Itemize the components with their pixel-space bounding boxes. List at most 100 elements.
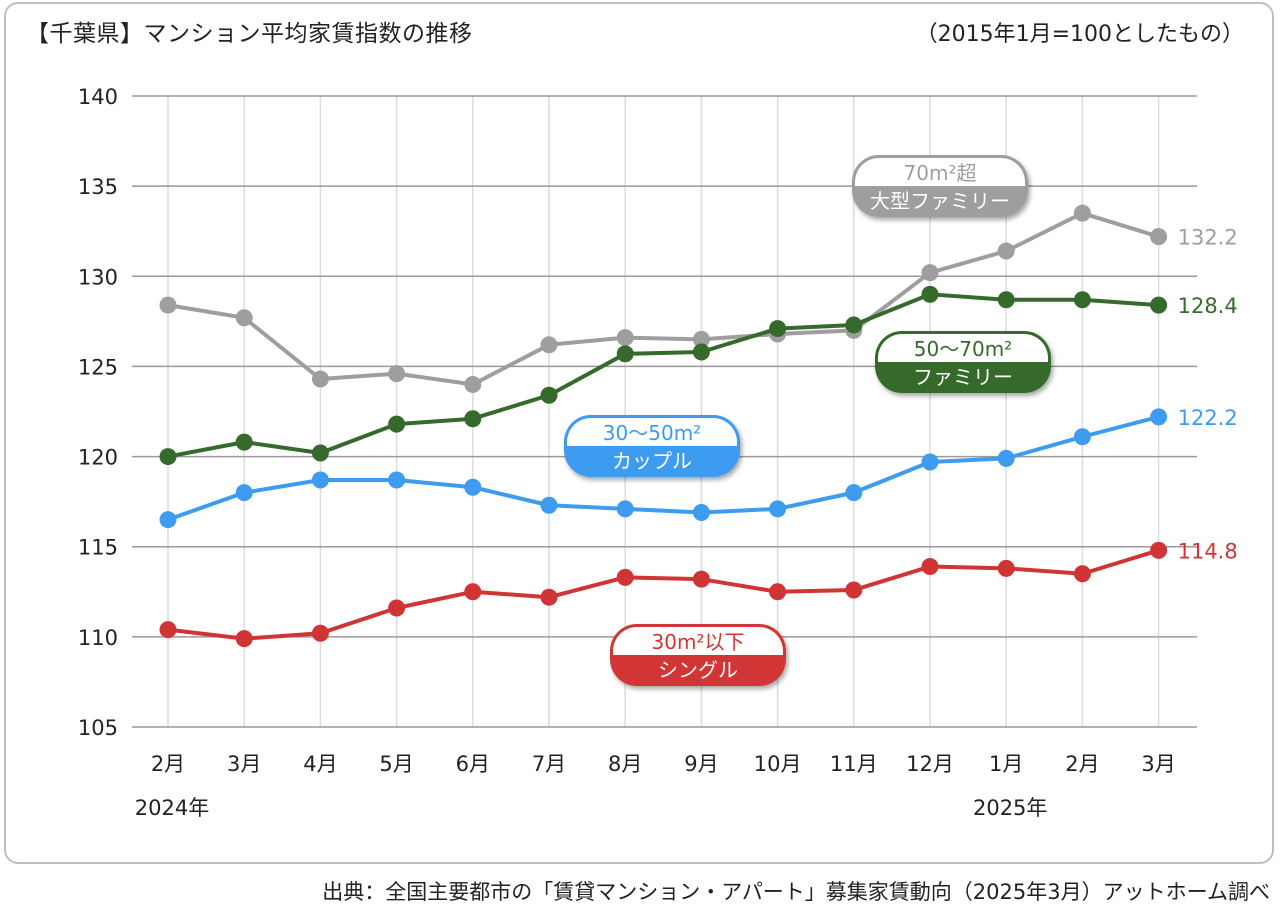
x-tick-label: 7月 <box>532 752 566 776</box>
data-point <box>845 581 863 599</box>
data-point <box>845 484 863 502</box>
data-point <box>540 386 558 404</box>
data-point <box>235 433 253 451</box>
badge-top-fill <box>878 334 1048 362</box>
data-point <box>388 365 406 383</box>
series-name-line2: シングル <box>658 658 738 682</box>
data-point <box>159 296 177 314</box>
data-point <box>769 320 787 338</box>
year-label: 2025年 <box>973 796 1047 820</box>
series-name-line2: 大型ファミリー <box>870 189 1010 213</box>
series-name-line1: 50～70m² <box>914 337 1012 361</box>
data-point <box>616 500 634 518</box>
x-tick-label: 3月 <box>1141 752 1175 776</box>
y-tick-label: 135 <box>78 175 118 199</box>
y-tick-label: 140 <box>78 85 118 109</box>
data-point <box>464 410 482 428</box>
data-point <box>311 444 329 462</box>
data-point <box>1150 541 1168 559</box>
data-point <box>921 285 939 303</box>
badge-top-fill <box>855 158 1025 186</box>
x-tick-label: 12月 <box>906 752 954 776</box>
data-point <box>616 568 634 586</box>
y-tick-label: 115 <box>78 536 118 560</box>
data-point <box>235 309 253 327</box>
data-point <box>311 471 329 489</box>
x-tick-label: 10月 <box>754 752 802 776</box>
data-point <box>997 449 1015 467</box>
y-tick-label: 105 <box>78 716 118 740</box>
data-point <box>921 453 939 471</box>
data-point <box>1073 565 1091 583</box>
data-point <box>388 471 406 489</box>
data-point <box>1150 228 1168 246</box>
data-point <box>464 583 482 601</box>
data-point <box>692 343 710 361</box>
data-point <box>692 570 710 588</box>
x-tick-label: 3月 <box>227 752 261 776</box>
x-tick-label: 4月 <box>303 752 337 776</box>
data-point <box>311 624 329 642</box>
x-tick-label: 2月 <box>1065 752 1099 776</box>
data-point <box>997 559 1015 577</box>
data-point <box>845 316 863 334</box>
data-point <box>540 588 558 606</box>
series-name-line2: カップル <box>612 449 692 473</box>
data-point <box>616 345 634 363</box>
series-badge: 30～50m² カップル <box>564 415 740 477</box>
y-tick-label: 125 <box>78 355 118 379</box>
data-point <box>388 599 406 617</box>
series-name-line1: 70m²超 <box>904 161 977 185</box>
y-tick-label: 120 <box>78 446 118 470</box>
data-point <box>616 329 634 347</box>
data-point <box>769 500 787 518</box>
data-point <box>159 621 177 639</box>
data-point <box>1150 296 1168 314</box>
data-point <box>997 291 1015 309</box>
data-point <box>311 370 329 388</box>
data-point <box>1150 408 1168 426</box>
data-point <box>692 330 710 348</box>
series-line <box>166 548 1161 641</box>
data-point <box>464 478 482 496</box>
year-label: 2024年 <box>135 796 209 820</box>
x-tick-label: 8月 <box>608 752 642 776</box>
badge-top-fill <box>567 418 737 446</box>
series-name-line1: 30m²以下 <box>652 630 745 654</box>
series-line <box>166 414 1161 522</box>
data-point <box>921 264 939 282</box>
y-tick-label: 130 <box>78 265 118 289</box>
end-value-label: 122.2 <box>1178 406 1238 430</box>
end-value-label: 114.8 <box>1178 539 1238 563</box>
data-point <box>1073 291 1091 309</box>
end-value-label: 128.4 <box>1178 294 1238 318</box>
data-point <box>692 503 710 521</box>
x-tick-label: 1月 <box>989 752 1023 776</box>
data-point <box>159 448 177 466</box>
data-point <box>1073 428 1091 446</box>
x-tick-label: 11月 <box>830 752 878 776</box>
data-point <box>540 336 558 354</box>
x-tick-label: 6月 <box>456 752 490 776</box>
badge-top-fill <box>613 627 783 655</box>
series-line <box>166 292 1161 459</box>
x-tick-label: 9月 <box>684 752 718 776</box>
data-point <box>769 583 787 601</box>
x-tick-label: 5月 <box>379 752 413 776</box>
end-value-label: 132.2 <box>1178 226 1238 250</box>
series-line <box>166 211 1161 387</box>
data-point <box>159 511 177 529</box>
data-point <box>1073 204 1091 222</box>
source-note: 出典：全国主要都市の「賃貸マンション・アパート」募集家賃動向（2025年3月）ア… <box>322 880 1270 904</box>
chart-subtitle: （2015年1月=100としたもの） <box>915 22 1244 47</box>
data-point <box>388 415 406 433</box>
y-tick-label: 110 <box>78 626 118 650</box>
data-point <box>997 242 1015 260</box>
x-tick-label: 2月 <box>151 752 185 776</box>
series-name-line2: ファミリー <box>913 365 1013 389</box>
chart-title: 【千葉県】マンション平均家賃指数の推移 <box>26 21 473 47</box>
data-point <box>921 558 939 576</box>
